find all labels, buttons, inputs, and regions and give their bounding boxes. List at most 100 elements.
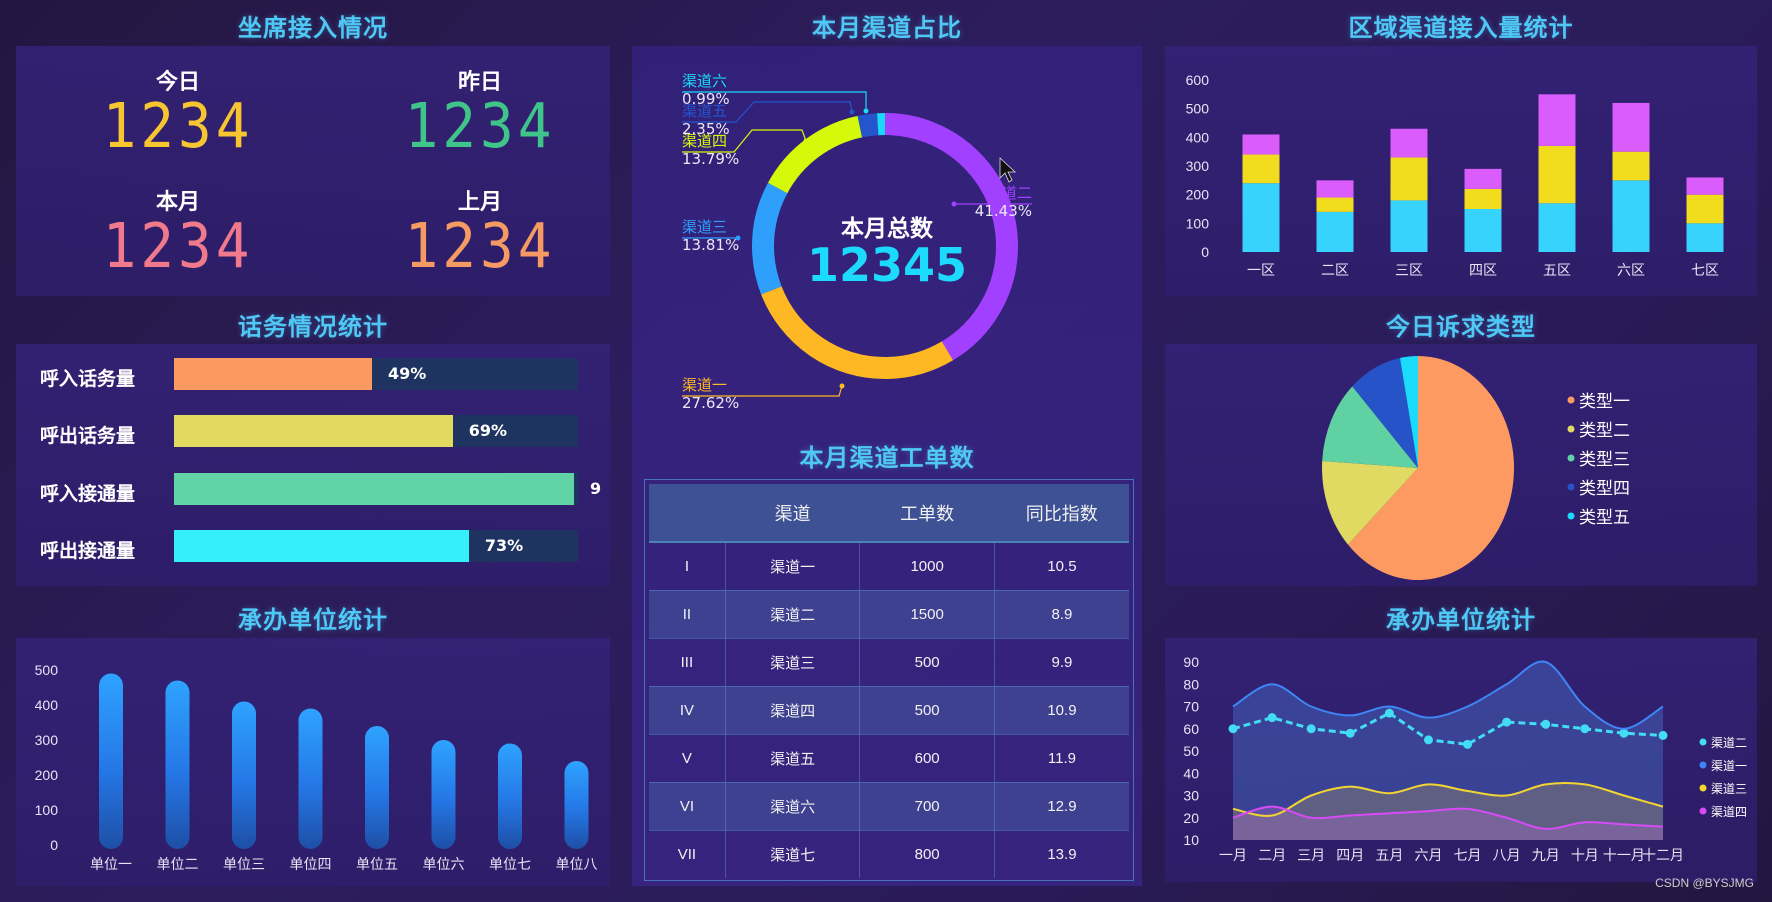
unit-stats-line-title: 承办单位统计 (1386, 606, 1536, 634)
legend-dot-icon (1567, 425, 1575, 433)
table-cell: 8.9 (994, 589, 1129, 639)
stacked-bar-segment (1390, 157, 1428, 201)
svg-text:30: 30 (1183, 788, 1199, 804)
svg-text:单位一: 单位一 (90, 856, 132, 872)
channel-orders-table-frame: 渠道 工单数 同比指数 I 渠道一 1000 10.5 II 渠道二 1500 8.9 III 渠道三… (644, 479, 1134, 881)
table-row[interactable]: VI 渠道六 700 12.9 (649, 781, 1129, 831)
table-cell: 渠道六 (725, 781, 861, 831)
unit-stats-bar-panel: 0 100 200 300 400 500 单位一 单位二 单位三 单位四 单位五 单位六 单位七 单位八 (16, 638, 610, 886)
stacked-bar-segment (1316, 180, 1354, 198)
svg-text:80: 80 (1183, 676, 1199, 692)
table-cell: 11.9 (1047, 749, 1076, 767)
complaint-types-title: 今日诉求类型 (1386, 313, 1536, 341)
channel-orders-title: 本月渠道工单数 (799, 444, 975, 472)
donut-label-name: 渠道四 (682, 132, 727, 150)
svg-text:一区: 一区 (1247, 262, 1275, 278)
traffic-progress-fill (174, 473, 574, 505)
donut-slice (752, 113, 1018, 379)
traffic-label: 呼入话务量 (40, 368, 136, 390)
table-cell: 800 (859, 830, 995, 878)
legend-dot-icon (1699, 784, 1707, 792)
svg-text:六月: 六月 (1414, 847, 1442, 863)
svg-text:七区: 七区 (1691, 262, 1719, 278)
channel-share-title: 本月渠道占比 (812, 14, 962, 42)
stacked-bar-segment (1612, 102, 1650, 152)
pie-slice (1352, 357, 1418, 468)
unit-bar (165, 680, 190, 849)
svg-text:70: 70 (1183, 699, 1199, 715)
donut-label-percent: 0.99% (682, 90, 730, 108)
svg-text:二区: 二区 (1321, 262, 1349, 278)
line-series (1232, 711, 1664, 746)
unit-bar-chart: 0 100 200 300 400 500 单位一 单位二 单位三 单位四 单位五 单位六 单位七 单位八 (35, 662, 598, 872)
line-marker (1423, 735, 1433, 745)
unit-stats-bar-title: 承办单位统计 (238, 606, 388, 634)
stat-value-this-month: 1234 (102, 210, 254, 283)
table-row[interactable]: II 渠道二 1500 8.9 (649, 589, 1129, 639)
table-header-cell (649, 484, 726, 543)
unit-line-chart: 10 20 30 40 50 60 70 80 90 一月 二月 三月 四月 五月 六月 七月 八月 九月 十月 十一… (1183, 654, 1747, 863)
table-cell: 10.9 (994, 685, 1129, 735)
donut-label-name: 渠道六 (682, 72, 727, 90)
table-row[interactable]: VII 渠道七 800 13.9 (649, 830, 1129, 878)
table-header-cell: 渠道 (725, 484, 860, 543)
table-row[interactable]: I 渠道一 1000 10.5 (649, 542, 1129, 590)
traffic-label: 呼出话务量 (40, 425, 136, 447)
table-cell: 9.9 (1051, 653, 1073, 671)
svg-text:三月: 三月 (1297, 847, 1325, 863)
line-legend-item: 渠道一 (1711, 759, 1747, 773)
line-series (1232, 805, 1664, 830)
stacked-bar-segment (1242, 183, 1280, 252)
line-marker (1658, 730, 1668, 740)
table-row[interactable]: IV 渠道四 500 10.9 (649, 685, 1129, 735)
traffic-progress-fill (174, 530, 469, 562)
table-row[interactable]: V 渠道五 600 11.9 (649, 734, 1129, 782)
traffic-progress-fill (174, 415, 453, 447)
svg-text:单位四: 单位四 (290, 856, 332, 872)
region-stats-panel: 0 100 200 300 400 500 600 一区 二区 三区 四区 五区 六区 七区 (1165, 46, 1757, 296)
svg-text:400: 400 (1186, 129, 1210, 145)
table-row[interactable]: III 渠道三 500 9.9 (649, 638, 1129, 686)
stacked-bar-segment (1686, 194, 1724, 224)
table-cell: 渠道四 (725, 685, 861, 735)
table-cell: 500 (859, 685, 995, 735)
table-cell: V (649, 734, 726, 782)
stacked-bar-segment (1316, 197, 1354, 212)
traffic-label: 呼入接通量 (40, 483, 136, 505)
line-marker (1384, 708, 1394, 718)
stacked-bar-segment (1612, 151, 1650, 181)
stacked-bar-segment (1390, 200, 1428, 252)
svg-text:单位六: 单位六 (423, 856, 465, 872)
unit-bar (365, 726, 389, 849)
svg-text:十二月: 十二月 (1642, 847, 1684, 863)
pie-slice (1400, 356, 1418, 468)
svg-text:单位二: 单位二 (157, 856, 199, 872)
svg-text:十月: 十月 (1571, 847, 1599, 863)
svg-text:20: 20 (1183, 810, 1199, 826)
seat-access-title: 坐席接入情况 (238, 14, 388, 42)
svg-text:0: 0 (50, 837, 58, 853)
svg-text:单位三: 单位三 (223, 856, 265, 872)
stacked-bar-segment (1464, 188, 1502, 209)
table-cell: VI (649, 781, 726, 831)
stat-label-this-month: 本月 (155, 190, 200, 215)
svg-text:60: 60 (1183, 721, 1199, 737)
line-marker (1541, 719, 1551, 729)
line-legend-item: 渠道四 (1711, 805, 1747, 819)
svg-text:二月: 二月 (1258, 847, 1286, 863)
svg-text:七月: 七月 (1454, 847, 1482, 863)
pie-legend-item: 类型二 (1579, 421, 1630, 441)
stat-label-today: 今日 (155, 70, 200, 95)
complaint-types-panel: 类型一 类型二 类型三 类型四 类型五 (1165, 344, 1757, 586)
legend-dot-icon (1567, 396, 1575, 404)
table-cell: 10.5 (1047, 557, 1077, 575)
svg-text:八月: 八月 (1493, 847, 1521, 863)
donut-center-value: 12345 (806, 238, 968, 292)
seat-access-panel: 今日 1234 昨日 1234 本月 1234 上月 1234 (16, 46, 610, 296)
table-cell: 1000 (859, 542, 995, 590)
traffic-stats-panel: 呼入话务量 49% 呼出话务量 69% 呼入接通量 9 呼出接通量 73% (16, 344, 610, 586)
stacked-bar-segment (1538, 94, 1576, 146)
unit-stats-line-panel: 10 20 30 40 50 60 70 80 90 一月 二月 三月 四月 五月 六月 七月 八月 九月 十月 十一… (1165, 638, 1757, 882)
table-cell: 渠道五 (725, 734, 861, 782)
